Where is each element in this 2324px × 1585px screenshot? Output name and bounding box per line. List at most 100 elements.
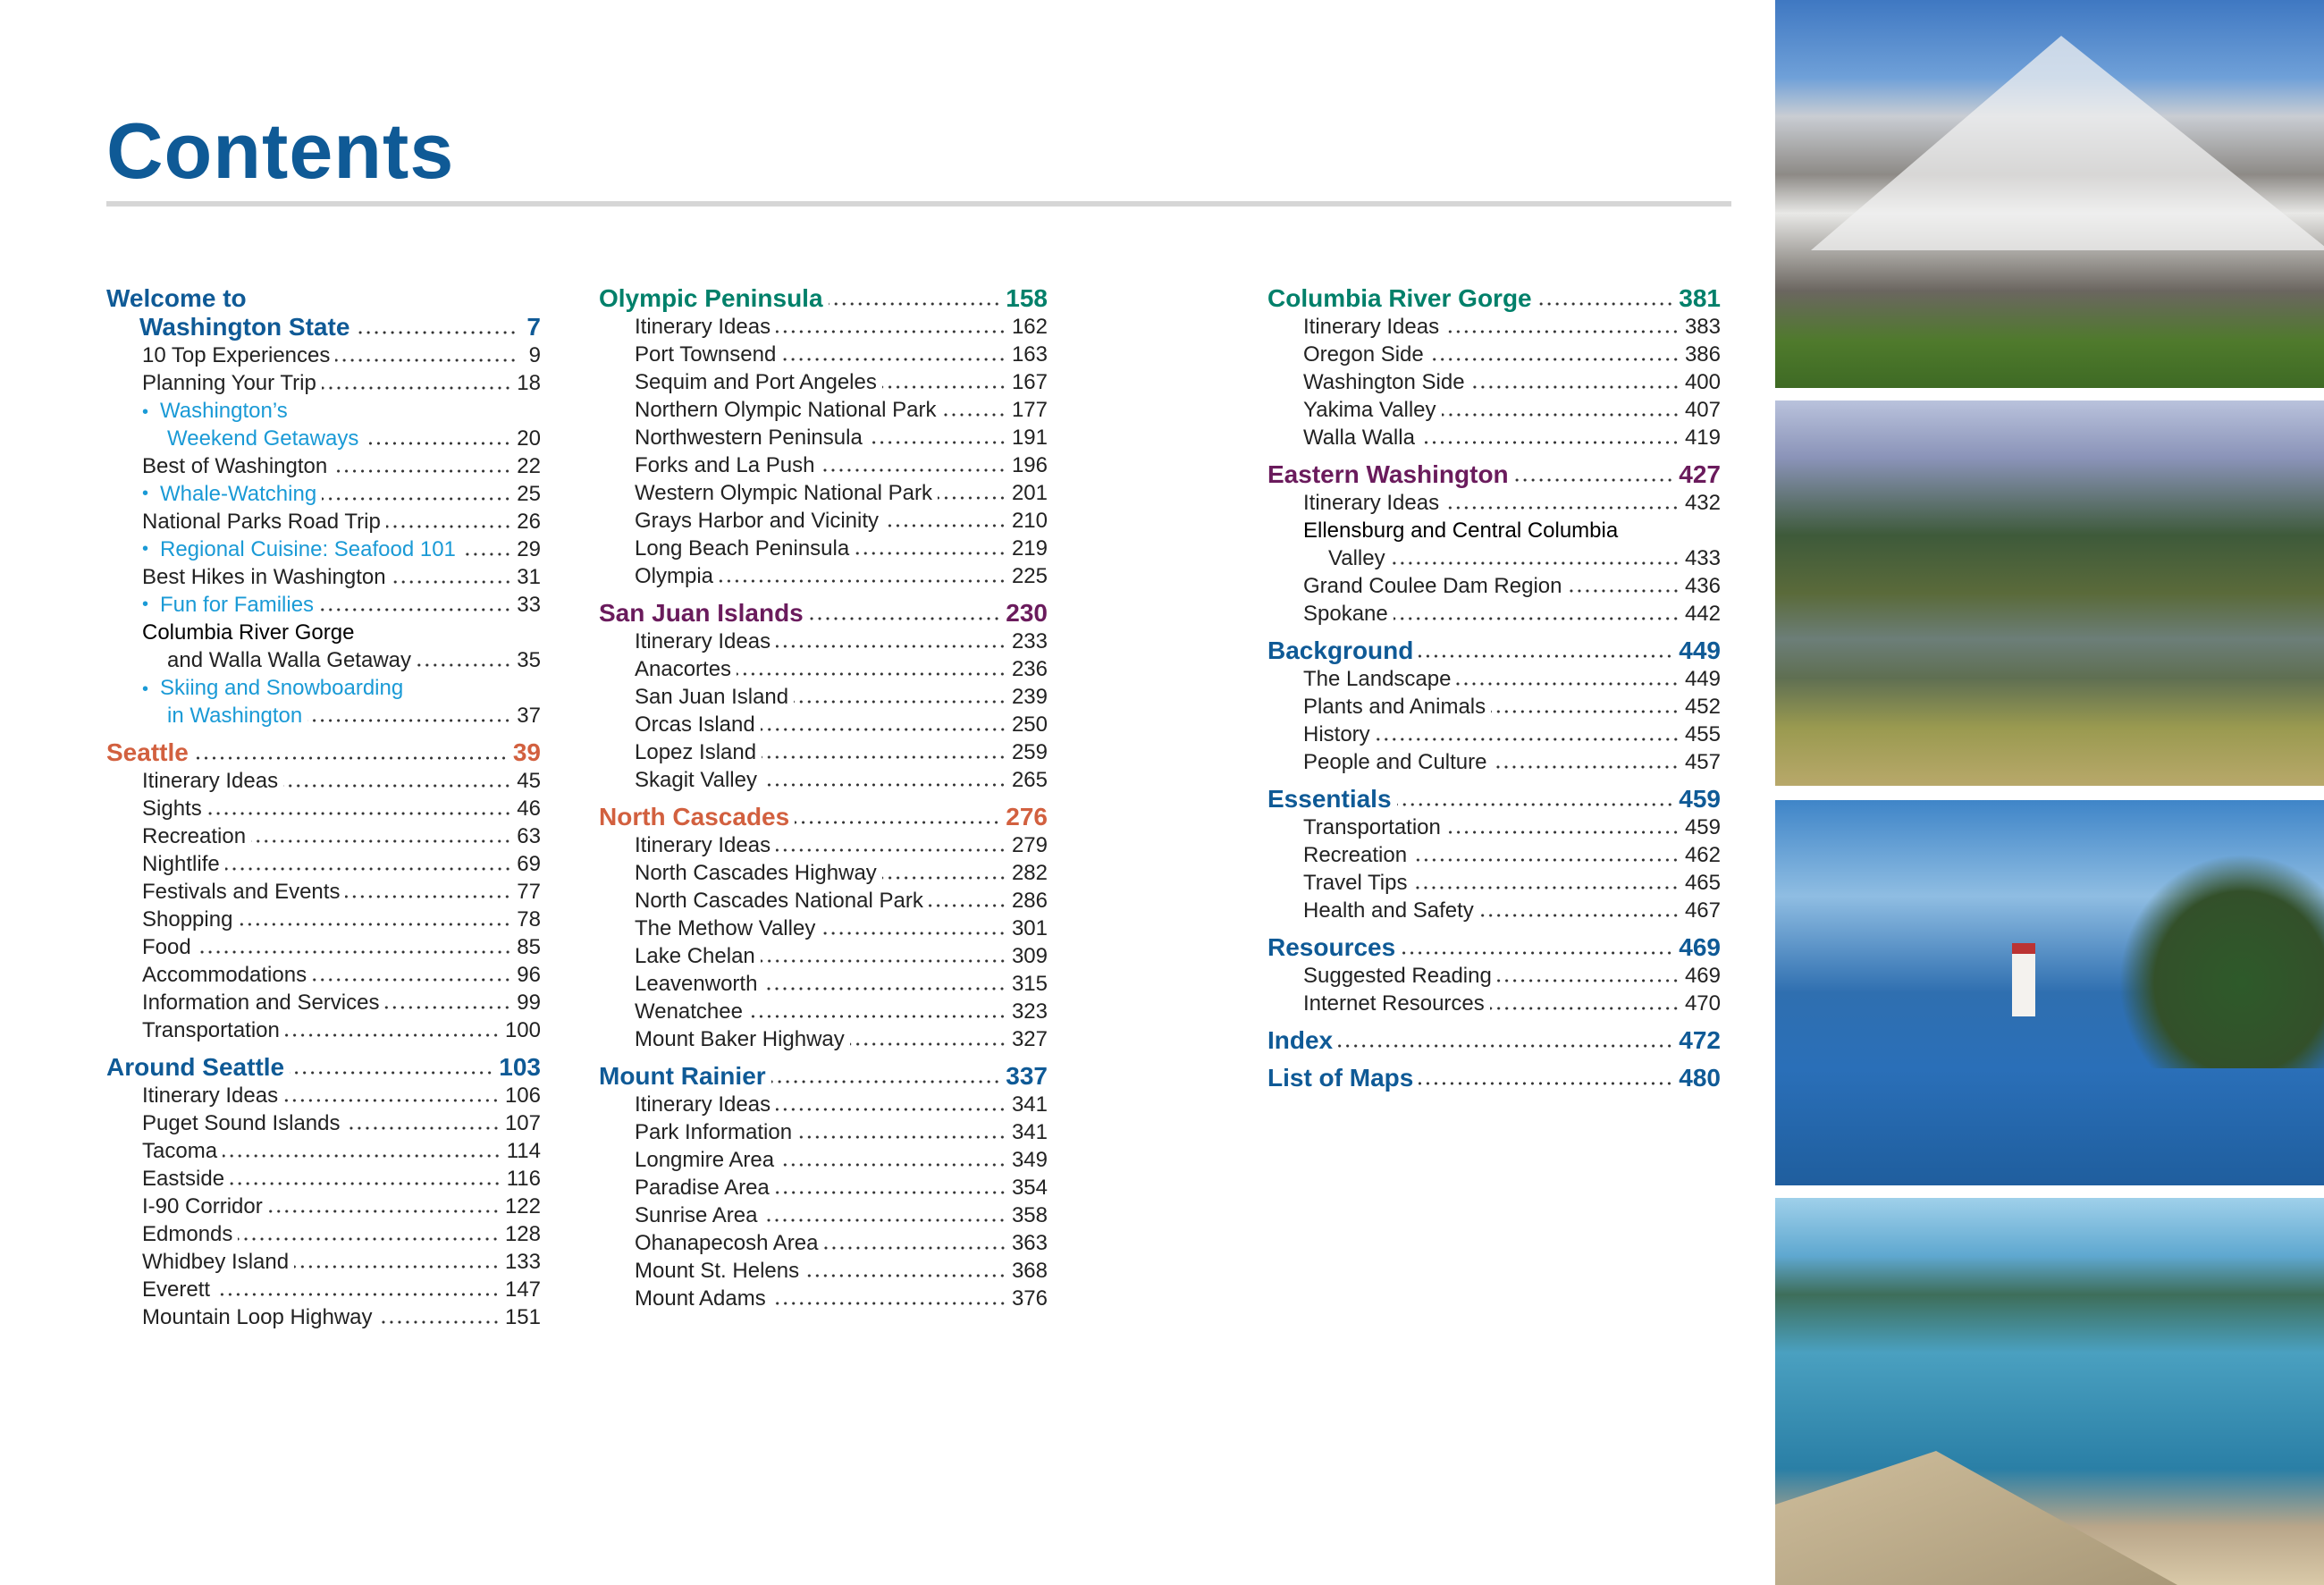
toc-entry[interactable]: Itinerary Ideas 383	[1267, 313, 1721, 341]
toc-entry[interactable]: North Cascades Highway 282	[599, 859, 1048, 887]
entry-label[interactable]: History	[1303, 722, 1370, 746]
entry-label[interactable]: Festivals and Events	[142, 880, 341, 904]
entry-label[interactable]: Mountain Loop Highway	[142, 1305, 373, 1329]
toc-entry[interactable]: Itinerary Ideas 432	[1267, 489, 1721, 517]
entry-label[interactable]: Recreation	[1303, 843, 1408, 867]
toc-entry[interactable]: San Juan Island 239	[599, 683, 1048, 711]
entry-page[interactable]: 233	[1011, 629, 1048, 653]
entry-label[interactable]: I-90 Corridor	[142, 1194, 263, 1218]
entry-page[interactable]: 177	[1011, 398, 1048, 422]
section-title[interactable]: List of Maps	[1267, 1064, 1414, 1092]
toc-entry[interactable]: History 455	[1267, 721, 1721, 748]
entry-label[interactable]: Itinerary Ideas	[635, 315, 771, 339]
section-heading[interactable]: Resources 469	[1267, 933, 1721, 962]
toc-entry[interactable]: People and Culture 457	[1267, 748, 1721, 776]
entry-label[interactable]: North Cascades National Park	[635, 889, 923, 913]
entry-page[interactable]: 457	[1684, 750, 1721, 774]
entry-page[interactable]: 467	[1684, 898, 1721, 923]
entry-page[interactable]: 400	[1684, 370, 1721, 394]
entry-page[interactable]: 452	[1684, 695, 1721, 719]
entry-label[interactable]: Fun for Families	[160, 593, 315, 617]
section-title[interactable]: Background	[1267, 637, 1414, 664]
entry-label[interactable]: Eastside	[142, 1167, 225, 1191]
entry-page[interactable]: 162	[1011, 315, 1048, 339]
entry-label[interactable]: Everett	[142, 1277, 211, 1302]
entry-label[interactable]: Health and Safety	[1303, 898, 1474, 923]
toc-entry[interactable]: Northwestern Peninsula 191	[599, 424, 1048, 451]
entry-label[interactable]: Nightlife	[142, 852, 220, 876]
section-title[interactable]: San Juan Islands	[599, 599, 804, 627]
entry-page[interactable]: 363	[1011, 1231, 1048, 1255]
entry-label[interactable]: Recreation	[142, 824, 247, 848]
toc-entry[interactable]: Plants and Animals 452	[1267, 693, 1721, 721]
section-heading[interactable]: Essentials 459	[1267, 785, 1721, 814]
section-heading[interactable]: Mount Rainier 337	[599, 1062, 1048, 1091]
toc-entry[interactable]: Food 85	[106, 933, 541, 961]
toc-entry[interactable]: I-90 Corridor 122	[106, 1193, 541, 1220]
toc-entry[interactable]: Travel Tips 465	[1267, 869, 1721, 897]
entry-label[interactable]: Spokane	[1303, 602, 1388, 626]
section-title-line[interactable]: Welcome to	[106, 284, 247, 312]
entry-page[interactable]: 46	[517, 797, 541, 821]
toc-entry[interactable]: Itinerary Ideas 162	[599, 313, 1048, 341]
toc-entry[interactable]: Tacoma 114	[106, 1137, 541, 1165]
entry-page[interactable]: 69	[517, 852, 541, 876]
toc-entry[interactable]: Forks and La Push 196	[599, 451, 1048, 479]
entry-label[interactable]: National Parks Road Trip	[142, 510, 381, 534]
entry-label[interactable]: Ohanapecosh Area	[635, 1231, 819, 1255]
entry-label[interactable]: Western Olympic National Park	[635, 481, 932, 505]
toc-entry[interactable]: Long Beach Peninsula 219	[599, 535, 1048, 562]
entry-page[interactable]: 163	[1011, 342, 1048, 367]
toc-entry[interactable]: Recreation 462	[1267, 841, 1721, 869]
entry-label[interactable]: Washington Side	[1303, 370, 1465, 394]
entry-page[interactable]: 386	[1684, 342, 1721, 367]
entry-page[interactable]: 433	[1684, 546, 1721, 570]
entry-label[interactable]: Grays Harbor and Vicinity	[635, 509, 879, 533]
toc-entry-line[interactable]: Columbia River Gorge	[106, 619, 541, 646]
section-title[interactable]: Essentials	[1267, 785, 1392, 813]
toc-entry[interactable]: Mount Baker Highway 327	[599, 1025, 1048, 1053]
entry-page[interactable]: 128	[504, 1222, 541, 1246]
entry-label[interactable]: Itinerary Ideas	[635, 629, 771, 653]
entry-page[interactable]: 201	[1011, 481, 1048, 505]
entry-label[interactable]: Puget Sound Islands	[142, 1111, 341, 1135]
entry-page[interactable]: 315	[1011, 972, 1048, 996]
section-title[interactable]: Olympic Peninsula	[599, 284, 823, 312]
entry-label[interactable]: Itinerary Ideas	[142, 1083, 279, 1108]
entry-page[interactable]: 133	[504, 1250, 541, 1274]
toc-entry[interactable]: Accommodations 96	[106, 961, 541, 989]
entry-label[interactable]: Weekend Getaways	[167, 426, 359, 451]
entry-label[interactable]: Northern Olympic National Park	[635, 398, 937, 422]
toc-entry[interactable]: Best of Washington 22	[106, 452, 541, 480]
toc-entry[interactable]: Whidbey Island 133	[106, 1248, 541, 1276]
toc-entry[interactable]: Festivals and Events 77	[106, 878, 541, 906]
toc-entry[interactable]: Wenatchee 323	[599, 998, 1048, 1025]
toc-entry[interactable]: Washington Side 400	[1267, 368, 1721, 396]
toc-entry-line[interactable]: • Washington’s	[106, 397, 541, 425]
toc-entry[interactable]: Itinerary Ideas 233	[599, 628, 1048, 655]
entry-label[interactable]: Itinerary Ideas	[1303, 315, 1440, 339]
entry-label[interactable]: Travel Tips	[1303, 871, 1408, 895]
entry-label[interactable]: Long Beach Peninsula	[635, 536, 850, 561]
entry-label[interactable]: Mount St. Helens	[635, 1259, 800, 1283]
entry-page[interactable]: 323	[1011, 999, 1048, 1024]
toc-entry[interactable]: The Methow Valley 301	[599, 915, 1048, 942]
entry-label[interactable]: Transportation	[142, 1018, 280, 1042]
toc-entry[interactable]: Spokane 442	[1267, 600, 1721, 628]
toc-entry[interactable]: 10 Top Experiences 9	[106, 341, 541, 369]
entry-page[interactable]: 436	[1684, 574, 1721, 598]
entry-page[interactable]: 35	[517, 648, 541, 672]
entry-label[interactable]: Valley	[1328, 546, 1385, 570]
section-heading[interactable]: San Juan Islands 230	[599, 599, 1048, 628]
entry-page[interactable]: 78	[517, 907, 541, 932]
toc-entry[interactable]: Longmire Area 349	[599, 1146, 1048, 1174]
entry-label[interactable]: Paradise Area	[635, 1176, 770, 1200]
entry-page[interactable]: 459	[1684, 815, 1721, 839]
section-page[interactable]: 276	[1006, 803, 1048, 830]
toc-entry[interactable]: Ohanapecosh Area 363	[599, 1229, 1048, 1257]
entry-page[interactable]: 449	[1684, 667, 1721, 691]
entry-page[interactable]: 236	[1011, 657, 1048, 681]
entry-page[interactable]: 37	[517, 704, 541, 728]
toc-entry[interactable]: Nightlife 69	[106, 850, 541, 878]
entry-page[interactable]: 309	[1011, 944, 1048, 968]
